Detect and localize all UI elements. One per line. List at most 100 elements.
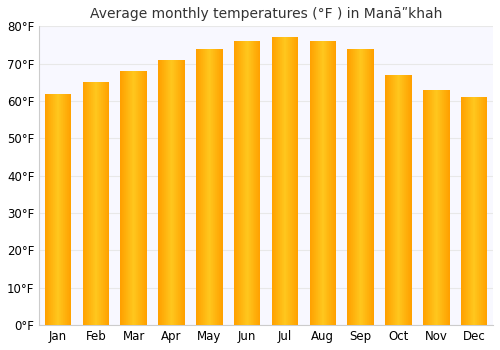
Bar (51, 93, 52, 325)
Bar (445, 90, 446, 325)
Bar (330, 41, 331, 325)
Bar (142, 71, 143, 325)
Bar (144, 71, 145, 325)
Bar (135, 71, 136, 325)
Bar (370, 49, 372, 325)
Bar (426, 90, 427, 325)
Bar (241, 41, 242, 325)
Bar (90, 82, 92, 325)
Bar (171, 60, 172, 325)
Bar (197, 49, 198, 325)
Bar (257, 41, 258, 325)
Bar (282, 37, 283, 325)
Bar (59, 93, 60, 325)
Bar (389, 75, 390, 325)
Bar (468, 97, 469, 325)
Bar (52, 93, 53, 325)
Bar (395, 75, 396, 325)
Bar (184, 60, 185, 325)
Bar (125, 71, 126, 325)
Bar (94, 82, 96, 325)
Bar (98, 82, 99, 325)
Bar (444, 90, 445, 325)
Bar (319, 41, 320, 325)
Bar (99, 82, 100, 325)
Bar (396, 75, 397, 325)
Bar (387, 75, 388, 325)
Bar (467, 97, 468, 325)
Bar (283, 37, 284, 325)
Bar (291, 37, 292, 325)
Bar (335, 41, 336, 325)
Bar (397, 75, 398, 325)
Bar (164, 60, 165, 325)
Bar (394, 75, 395, 325)
Bar (279, 37, 280, 325)
Bar (206, 49, 208, 325)
Bar (435, 90, 436, 325)
Bar (441, 90, 442, 325)
Bar (388, 75, 389, 325)
Bar (48, 93, 49, 325)
Bar (256, 41, 257, 325)
Bar (53, 93, 54, 325)
Bar (204, 49, 205, 325)
Bar (196, 49, 197, 325)
Bar (360, 49, 362, 325)
Bar (179, 60, 180, 325)
Bar (102, 82, 103, 325)
Bar (368, 49, 370, 325)
Bar (432, 90, 433, 325)
Bar (58, 93, 59, 325)
Bar (481, 97, 482, 325)
Bar (255, 41, 256, 325)
Bar (165, 60, 166, 325)
Bar (310, 41, 311, 325)
Bar (127, 71, 128, 325)
Bar (358, 49, 360, 325)
Bar (470, 97, 471, 325)
Bar (208, 49, 210, 325)
Bar (403, 75, 404, 325)
Bar (101, 82, 102, 325)
Bar (324, 41, 325, 325)
Bar (312, 41, 313, 325)
Bar (100, 82, 101, 325)
Bar (280, 37, 281, 325)
Bar (210, 49, 212, 325)
Bar (295, 37, 296, 325)
Bar (214, 49, 216, 325)
Bar (146, 71, 147, 325)
Bar (133, 71, 134, 325)
Bar (480, 97, 481, 325)
Bar (293, 37, 294, 325)
Bar (259, 41, 260, 325)
Bar (216, 49, 218, 325)
Bar (402, 75, 403, 325)
Bar (64, 93, 66, 325)
Bar (411, 75, 412, 325)
Bar (122, 71, 123, 325)
Bar (46, 93, 47, 325)
Bar (424, 90, 425, 325)
Bar (409, 75, 410, 325)
Bar (466, 97, 467, 325)
Bar (161, 60, 162, 325)
Bar (276, 37, 277, 325)
Bar (318, 41, 319, 325)
Bar (177, 60, 178, 325)
Bar (401, 75, 402, 325)
Bar (405, 75, 406, 325)
Bar (438, 90, 439, 325)
Bar (62, 93, 64, 325)
Bar (333, 41, 334, 325)
Bar (170, 60, 171, 325)
Bar (175, 60, 176, 325)
Bar (474, 97, 475, 325)
Bar (284, 37, 285, 325)
Bar (464, 97, 465, 325)
Bar (399, 75, 400, 325)
Bar (205, 49, 206, 325)
Bar (128, 71, 129, 325)
Bar (139, 71, 140, 325)
